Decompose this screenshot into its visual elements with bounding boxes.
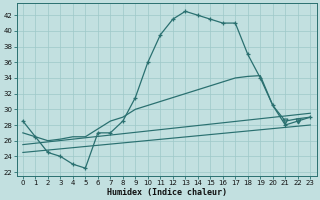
X-axis label: Humidex (Indice chaleur): Humidex (Indice chaleur) [107,188,227,197]
